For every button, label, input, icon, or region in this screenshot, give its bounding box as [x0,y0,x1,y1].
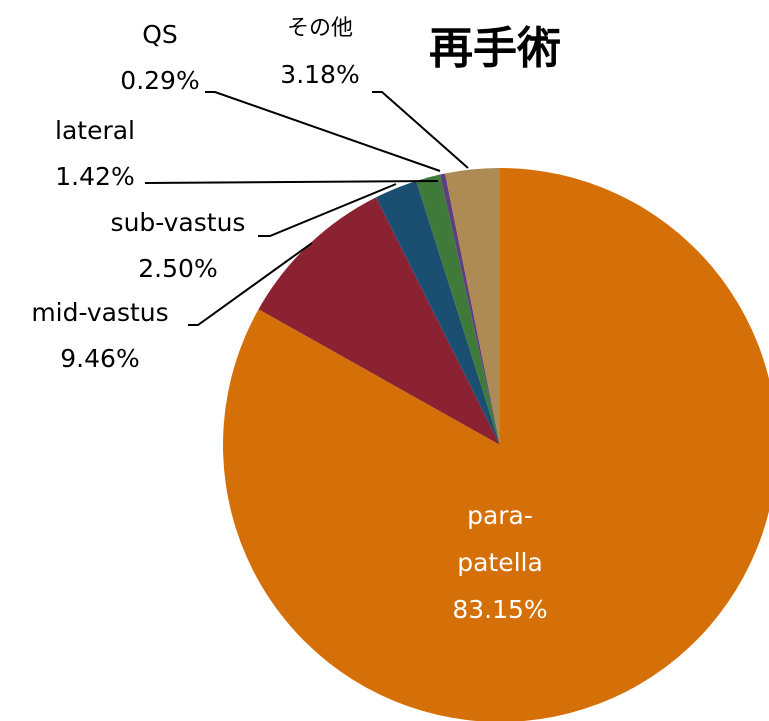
value-label: 9.46% [60,344,140,373]
pie [223,168,769,721]
data-label: mid-vastus 9.46% [31,290,168,382]
leader-line [188,242,313,326]
leader-line [258,183,397,237]
pie-slice [375,180,500,445]
category-label: QS [142,20,178,49]
pie-slice [258,197,500,445]
leader-line [205,91,441,172]
pie-slice [416,174,500,446]
leader-lines [144,91,469,326]
category-label: その他 [286,16,354,41]
data-label: その他 3.18% [280,6,359,98]
value-label: 1.42% [55,162,135,191]
category-label: mid-vastus [31,298,169,327]
category-label: lateral [55,116,135,145]
data-label: QS 0.29% [120,12,199,104]
value-label: 0.29% [120,66,200,95]
pie-slice [223,168,769,721]
value-label: 83.15% [452,595,548,624]
category-label: para-patella [457,501,543,577]
data-label: sub-vastus 2.50% [111,200,246,292]
leader-line [372,91,469,169]
leader-line [144,180,439,184]
pie-slice [440,173,500,445]
pie-slice [445,168,500,445]
data-label: para-patella 83.15% [440,492,560,633]
chart-title: 再手術 [429,23,561,74]
category-label: sub-vastus [110,208,246,237]
value-label: 2.50% [138,254,218,283]
value-label: 3.18% [280,60,360,89]
data-label: lateral 1.42% [55,108,135,200]
